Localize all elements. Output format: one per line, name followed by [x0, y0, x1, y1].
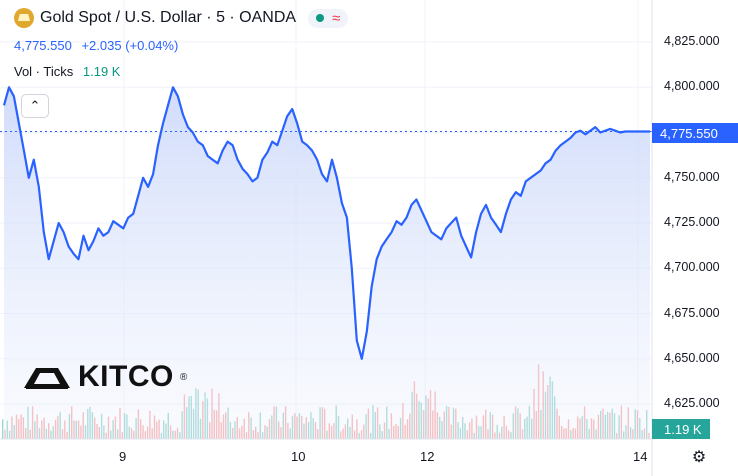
- price-tick-label: 4,800.000: [664, 79, 720, 94]
- volume-readout[interactable]: Vol · Ticks 1.19 K: [14, 64, 120, 79]
- price-tick-label: 4,675.000: [664, 305, 720, 320]
- price-tick-label: 4,650.000: [664, 350, 720, 365]
- price-tick-label: 4,625.000: [664, 396, 720, 410]
- chart-legend: Gold Spot / U.S. Dollar · 5 · OANDA ≈: [14, 8, 349, 28]
- last-price-label: 4,775.550: [652, 123, 738, 143]
- kitco-reg-mark: ®: [179, 371, 188, 383]
- market-open-icon: [316, 14, 325, 22]
- collapse-legend-button[interactable]: ⌃: [21, 94, 49, 118]
- time-tick-label: 14: [633, 449, 648, 464]
- volume-bar: [2, 419, 4, 439]
- price-readout: 4,775.550 +2.035 (+0.04%): [14, 38, 184, 53]
- price-tick-label: 4,825.000: [664, 34, 720, 48]
- price-tick-label: 4,725.000: [664, 215, 720, 229]
- gold-icon: [14, 8, 34, 28]
- time-tick-label: 10: [291, 449, 306, 464]
- volume-axis-label: 1.19 K: [652, 419, 710, 439]
- settings-gear-icon[interactable]: ⚙: [691, 449, 707, 466]
- chevron-up-icon: ⌃: [29, 98, 41, 113]
- price-change: +2.035 (+0.04%): [81, 38, 179, 53]
- approx-icon: ≈: [332, 9, 341, 27]
- kitco-logo-icon: [24, 368, 70, 389]
- market-status-pill[interactable]: ≈: [308, 8, 349, 28]
- price-area: [4, 87, 650, 440]
- volume-value: 1.19 K: [82, 64, 121, 79]
- price-tick-label: 4,700.000: [664, 260, 720, 275]
- time-tick-label: 9: [119, 449, 127, 464]
- symbol-title[interactable]: Gold Spot / U.S. Dollar · 5 · OANDA: [40, 9, 297, 26]
- volume-label: Vol · Ticks: [14, 64, 74, 79]
- kitco-logo-text: KITCO: [78, 360, 174, 393]
- time-tick-label: 12: [420, 449, 435, 464]
- kitco-logo: KITCO ®: [22, 360, 187, 394]
- price-tick-label: 4,750.000: [664, 169, 720, 184]
- price-line: [2, 86, 650, 360]
- price-value: 4,775.550: [14, 38, 72, 53]
